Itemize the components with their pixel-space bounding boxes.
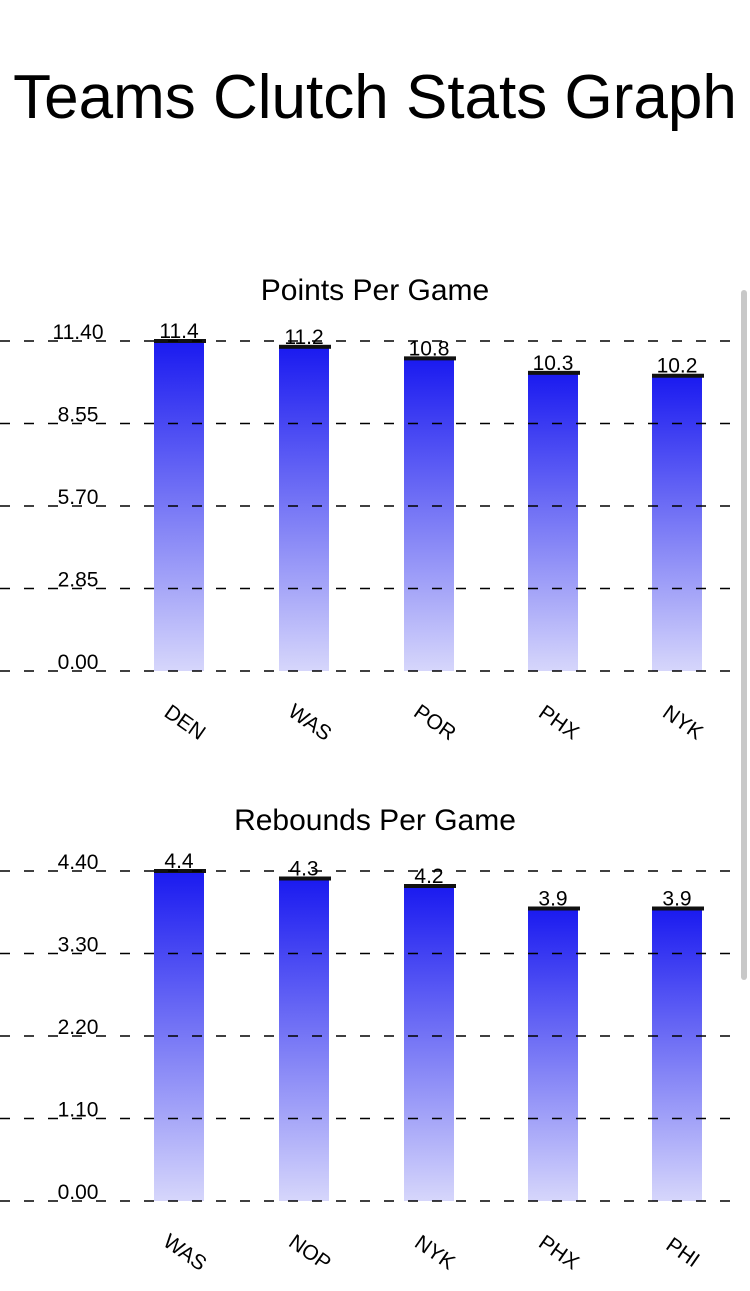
bar-was [279,346,329,671]
bar-phx [528,372,578,671]
y-tick-label: 4.40 [58,851,99,874]
value-label: 3.9 [538,888,567,911]
bar-por [404,358,454,671]
bar-nop [279,878,329,1201]
bar-cap [528,906,580,911]
category-label: WAS [284,700,336,746]
bar-cap [528,370,580,375]
bar-nyk [652,375,702,671]
y-tick-label: 11.40 [53,321,104,344]
bar-cap [652,906,704,911]
value-label: 4.4 [164,850,194,873]
category-label: WAS [159,1230,211,1276]
y-tick-label: 2.85 [58,569,99,592]
rebounds-per-game-chart: Rebounds Per Game 0.00 1.10 2.20 3.30 4.40 4.4… [0,804,740,1276]
value-label: 4.2 [414,865,443,888]
bar-cap [279,876,331,881]
bar-cap [154,339,206,343]
category-label: PHX [534,1231,583,1275]
value-label: 10.8 [409,337,450,360]
category-label: NOP [284,1230,334,1275]
y-tick-label: 5.70 [58,486,99,509]
y-tick-label: 0.00 [58,1181,99,1204]
points-per-game-chart: Points Per Game 0.00 2.85 5.70 8.55 11.40 11.4… [0,274,740,746]
value-label: 11.4 [159,320,199,343]
value-label: 10.3 [533,352,574,375]
bar-cap [279,344,331,349]
value-label: 10.2 [657,355,698,378]
chart-title: Points Per Game [261,274,489,307]
category-label: NYK [410,1231,459,1275]
y-tick-label: 2.20 [58,1016,99,1039]
page-title: Teams Clutch Stats Graph [13,63,737,132]
category-label: PHX [534,701,583,745]
y-tick-label: 3.30 [58,934,99,957]
y-tick-label: 1.10 [58,1099,99,1122]
scrollbar[interactable] [741,290,747,980]
category-label: PHI [662,1233,704,1272]
bar-cap [404,356,456,361]
category-label: NYK [658,701,707,745]
bar-cap [652,373,704,378]
value-label: 4.3 [289,858,318,881]
category-label: DEN [160,701,210,745]
y-tick-label: 8.55 [58,404,99,427]
bar-cap [404,884,456,888]
category-label: POR [409,700,459,745]
value-label: 11.2 [284,326,323,349]
bar-nyk [404,886,454,1201]
value-label: 3.9 [662,888,691,911]
chart-title: Rebounds Per Game [234,804,516,837]
bar-phi [652,908,702,1201]
bar-phx [528,908,578,1201]
y-tick-label: 0.00 [58,651,99,674]
bar-cap [154,869,206,873]
